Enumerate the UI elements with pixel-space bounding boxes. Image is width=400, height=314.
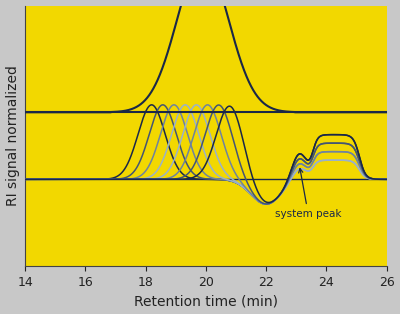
Text: system peak: system peak (275, 169, 342, 219)
Y-axis label: RI signal normalized: RI signal normalized (6, 65, 20, 206)
X-axis label: Retention time (min): Retention time (min) (134, 295, 278, 308)
